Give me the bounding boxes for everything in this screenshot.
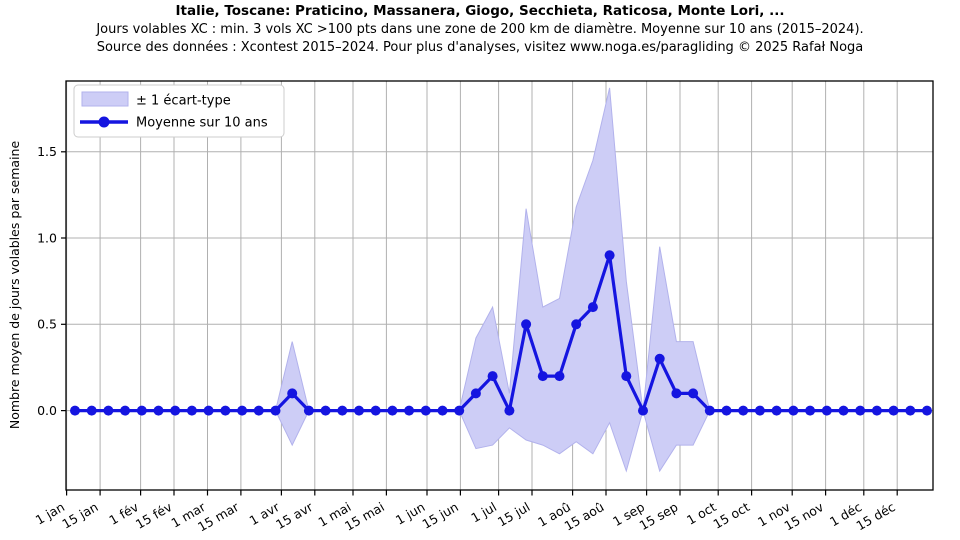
- data-point: [554, 371, 565, 382]
- data-point: [186, 405, 197, 416]
- chart-subtitle: Jours volables XC : min. 3 vols XC >100 …: [96, 22, 864, 37]
- data-point: [771, 405, 782, 416]
- legend-line-label: Moyenne sur 10 ans: [136, 116, 268, 131]
- x-tick-label: 15 nov: [781, 499, 826, 534]
- data-point: [671, 388, 682, 399]
- data-point: [537, 371, 548, 382]
- data-point: [170, 405, 181, 416]
- data-point: [604, 250, 615, 261]
- data-point: [270, 405, 281, 416]
- x-tick-label: 15 déc: [853, 499, 897, 533]
- y-axis-label: Nombre moyen de jours volables par semai…: [7, 141, 22, 430]
- data-point: [337, 405, 348, 416]
- data-point: [120, 405, 131, 416]
- data-point: [654, 353, 665, 364]
- data-point: [203, 405, 214, 416]
- data-point: [354, 405, 364, 416]
- data-point: [437, 405, 448, 416]
- data-point: [470, 388, 481, 399]
- x-tick-label: 15 jul: [495, 499, 533, 529]
- std-band-layer: [75, 87, 927, 473]
- y-tick-label: 1.5: [37, 144, 57, 159]
- data-point: [136, 405, 147, 416]
- data-point: [404, 405, 415, 416]
- data-point: [922, 405, 932, 416]
- data-point: [754, 405, 765, 416]
- data-point: [153, 405, 164, 416]
- data-point: [103, 405, 114, 416]
- legend: ± 1 écart-type Moyenne sur 10 ans: [73, 84, 285, 138]
- data-point: [738, 405, 749, 416]
- data-point: [855, 405, 866, 416]
- x-tick-label: 15 avr: [273, 499, 316, 532]
- data-point: [320, 405, 331, 416]
- data-point: [905, 405, 916, 416]
- x-tick-label: 15 fév: [133, 499, 175, 532]
- data-point: [621, 371, 632, 382]
- data-point: [220, 405, 231, 416]
- data-point: [521, 319, 532, 330]
- data-point: [688, 388, 699, 399]
- data-point: [871, 405, 882, 416]
- data-point: [821, 405, 832, 416]
- data-point: [805, 405, 816, 416]
- y-tick-label: 1.0: [37, 230, 57, 245]
- x-tick-label: 1 jul: [468, 499, 499, 525]
- data-point: [370, 405, 381, 416]
- x-tick-label: 15 oct: [711, 499, 753, 532]
- data-point: [86, 405, 97, 416]
- data-point: [420, 405, 431, 416]
- y-tick-label: 0.5: [37, 317, 57, 332]
- data-point: [303, 405, 314, 416]
- data-point: [253, 405, 264, 416]
- data-point: [571, 319, 582, 330]
- y-tick-label: 0.0: [37, 403, 57, 418]
- x-tick-label: 15 jan: [59, 499, 100, 531]
- plot-border: [65, 80, 934, 491]
- data-point: [454, 405, 465, 416]
- x-tick-label: 15 sep: [637, 499, 681, 533]
- mean-line: [75, 253, 927, 413]
- data-point: [721, 405, 732, 416]
- data-point: [237, 405, 248, 416]
- legend-line-marker: [98, 116, 110, 128]
- data-point: [788, 405, 799, 416]
- data-point: [287, 388, 298, 399]
- x-tick-label: 15 jun: [419, 499, 460, 532]
- chart-title: Italie, Toscane: Praticino, Massanera, G…: [175, 3, 785, 19]
- legend-band-label: ± 1 écart-type: [136, 94, 231, 109]
- data-point: [487, 371, 498, 382]
- chart-source-note: Source des données : Xcontest 2015–2024.…: [96, 40, 864, 55]
- legend-band-swatch: [81, 91, 129, 107]
- data-point: [587, 302, 598, 313]
- mean-line-layer: [70, 250, 932, 416]
- data-point: [70, 405, 80, 416]
- std-band: [75, 87, 927, 473]
- data-point: [888, 405, 899, 416]
- data-point: [504, 405, 515, 416]
- data-point: [638, 405, 648, 416]
- data-point: [387, 405, 398, 416]
- data-point: [838, 405, 849, 416]
- data-point: [704, 405, 715, 416]
